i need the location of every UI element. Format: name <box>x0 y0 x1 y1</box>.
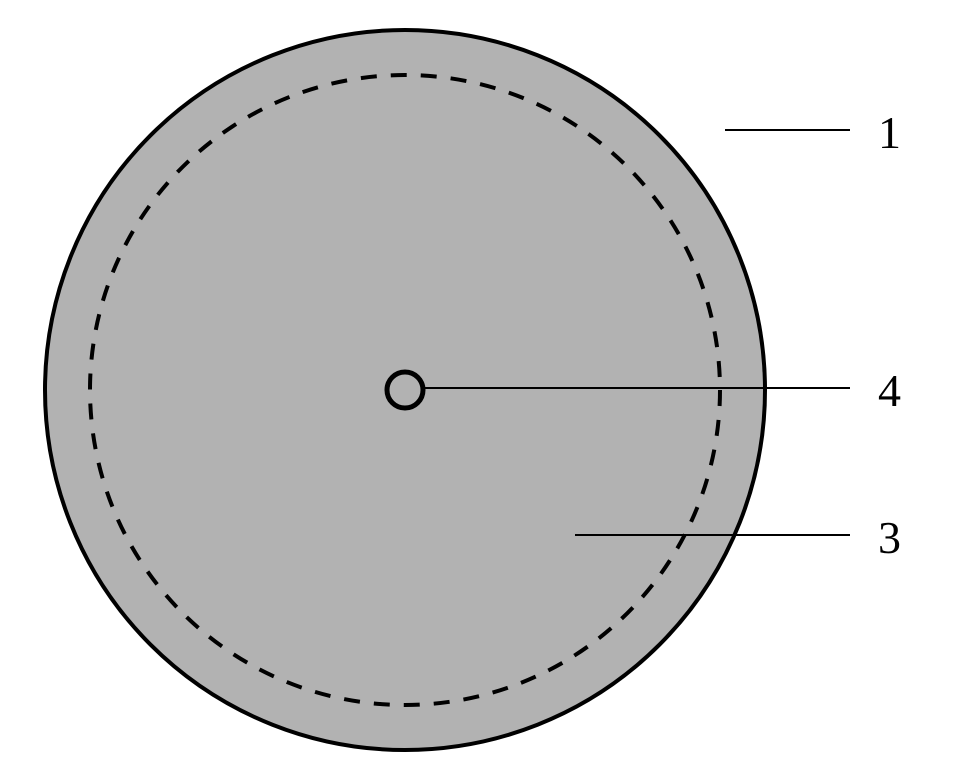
label-3: 3 <box>878 512 901 563</box>
center-circle <box>387 372 423 408</box>
label-4: 4 <box>878 365 901 416</box>
diagram-canvas: 1 4 3 <box>0 0 963 775</box>
label-1: 1 <box>878 107 901 158</box>
